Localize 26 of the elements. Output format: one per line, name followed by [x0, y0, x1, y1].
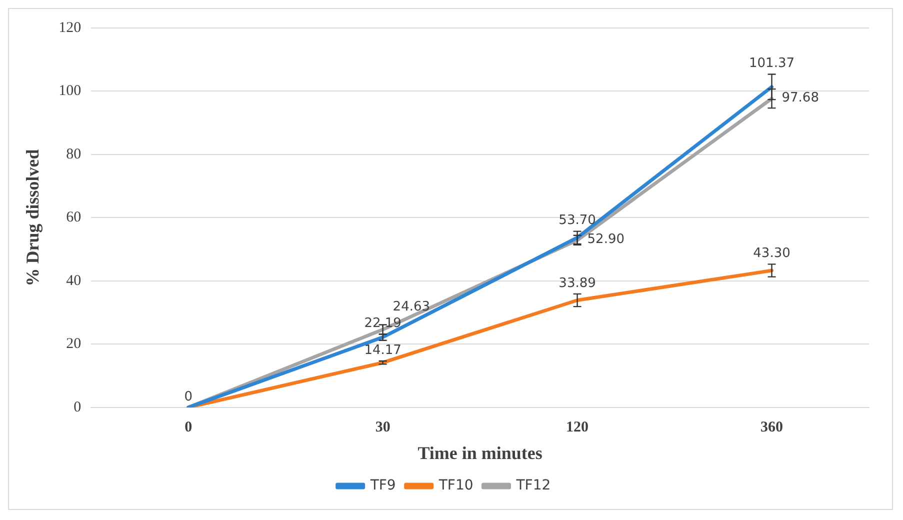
y-tick-label: 120 [58, 20, 82, 36]
data-label: 53.70 [558, 213, 596, 228]
legend-label: TF9 [369, 478, 396, 494]
data-label: 14.17 [364, 342, 402, 358]
y-axis-title: % Drug dissolved [22, 149, 42, 286]
x-tick-label: 30 [375, 419, 390, 436]
data-label: 43.30 [753, 246, 790, 262]
data-label: 101.37 [749, 56, 795, 72]
y-tick-label: 40 [66, 272, 82, 289]
x-tick-label: 360 [760, 419, 784, 436]
data-label: 0 [184, 389, 192, 404]
y-tick-label: 100 [58, 83, 82, 100]
data-label: 22.19 [364, 316, 402, 331]
data-label: 24.63 [392, 299, 430, 314]
y-tick-label: 20 [66, 336, 82, 352]
legend-label: TF12 [515, 478, 551, 494]
y-tick-label: 60 [66, 210, 82, 226]
x-tick-label: 0 [184, 419, 192, 436]
y-tick-label: 0 [74, 399, 82, 416]
x-axis-title: Time in minutes [418, 442, 542, 463]
legend-label: TF10 [438, 478, 474, 494]
data-label: 97.68 [782, 90, 819, 106]
data-label: 33.89 [558, 276, 596, 291]
data-label: 52.90 [587, 232, 625, 248]
y-tick-label: 80 [66, 146, 82, 162]
x-tick-label: 120 [566, 419, 589, 436]
